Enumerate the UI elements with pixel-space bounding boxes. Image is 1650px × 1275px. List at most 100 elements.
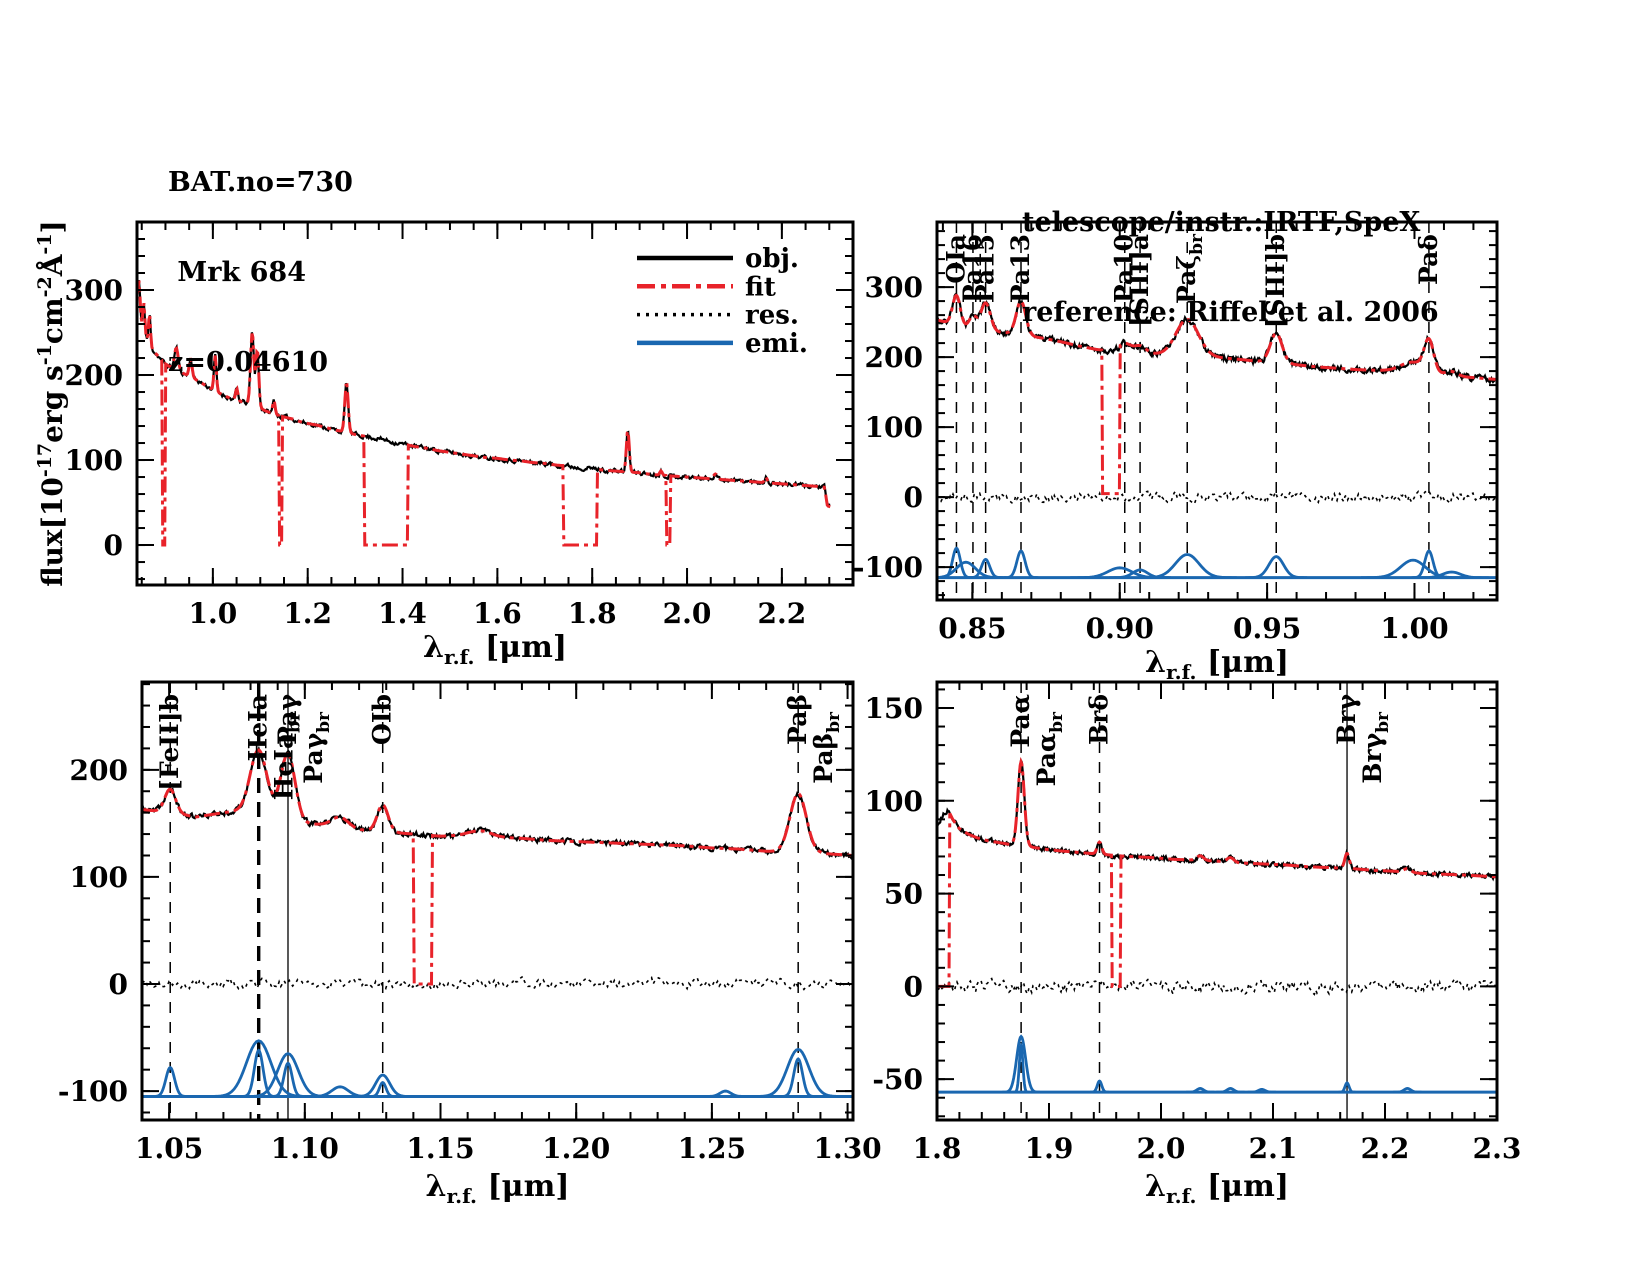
- line-label: Paαbr: [1032, 711, 1067, 786]
- emission-gaussian: [1361, 558, 1465, 579]
- x-tick-label: 2.1: [1249, 1132, 1298, 1165]
- line-label: HeIa: [244, 694, 273, 761]
- y-axis-label: flux[10-17erg s-1cm-2Å-1]: [34, 220, 69, 587]
- legend-label-emi: emi.: [745, 329, 808, 359]
- axis-frame: [935, 680, 1499, 1122]
- axis-frame: [135, 220, 855, 587]
- emission-gaussian: [1090, 1079, 1109, 1094]
- x-tick-label: 1.00: [1380, 612, 1448, 645]
- line-label: Paβ: [783, 694, 812, 745]
- y-tick-label: 300: [65, 274, 123, 307]
- emission-gaussian: [1003, 549, 1039, 579]
- emission-gaussian: [207, 1039, 310, 1098]
- curves-bottom-right: [937, 756, 1497, 1094]
- x-tick-label: 2.0: [1137, 1132, 1186, 1165]
- y-tick-label: 0: [109, 968, 128, 1001]
- line-label: OIb: [368, 694, 397, 745]
- legend-label-fit: fit: [745, 272, 776, 302]
- x-tick-label: 1.15: [406, 1132, 474, 1165]
- emission-gaussian: [1393, 1087, 1422, 1094]
- curves-top-right: [937, 291, 1497, 580]
- x-tick-label: 1.9: [1025, 1132, 1074, 1165]
- y-tick-label: -100: [58, 1075, 128, 1108]
- line-label: OIa: [941, 234, 970, 284]
- line-label: [FeII]b: [155, 694, 184, 791]
- emission-gaussian: [1013, 1042, 1029, 1094]
- line-label: Paγ: [273, 694, 302, 745]
- line-label: Pa16: [958, 234, 987, 303]
- line-label: HeIabr: [270, 711, 305, 800]
- y-tick-label: 0: [104, 529, 123, 562]
- line-label: Brδ: [1085, 694, 1114, 745]
- residual-curve: [142, 975, 853, 991]
- line-label: [SIII]a: [1125, 234, 1154, 327]
- x-axis-label: λr.f. [μm]: [425, 1169, 569, 1208]
- object-header: BAT.no=730 Mrk 684 z=0.04610: [168, 108, 353, 438]
- y-tick-label: 150: [865, 692, 923, 725]
- emission-gaussian: [1338, 1081, 1356, 1094]
- curves-bottom-left: [142, 745, 853, 1098]
- line-label: Pa10: [1110, 234, 1139, 303]
- observation-header: telescope/instr.:IRTF,SpeX reference: Ri…: [1022, 148, 1439, 388]
- x-tick-label: 1.30: [813, 1132, 881, 1165]
- line-label: Paγbr: [299, 711, 334, 784]
- curves-top-left: [137, 280, 831, 547]
- reference: reference: Riffel et al. 2006: [1022, 297, 1439, 328]
- emission-gaussian: [702, 1089, 749, 1098]
- panel-top-right: 0.85 0.90 0.95 1.00-1000100200300OIaPa16Pa1…: [853, 220, 1499, 684]
- y-tick-label: 0: [904, 970, 923, 1003]
- emission-gaussian: [1109, 568, 1172, 579]
- emission-gaussian: [270, 1061, 306, 1098]
- x-tick-label: 1.6: [473, 597, 522, 630]
- redshift: z=0.04610: [168, 347, 329, 378]
- emission-gaussian: [779, 1057, 817, 1098]
- x-tick-label: 0.95: [1233, 612, 1301, 645]
- x-tick-label: 2.2: [758, 597, 807, 630]
- y-tick-label: 200: [65, 359, 123, 392]
- legend-label-res: res.: [745, 301, 799, 331]
- line-label: Brγ: [1332, 694, 1361, 745]
- y-tick-label: 100: [865, 785, 923, 818]
- emission-gaussian: [1245, 555, 1308, 579]
- fit-curve: [937, 756, 1497, 988]
- line-label: Brγbr: [1358, 711, 1393, 784]
- line-label: Pa13: [1006, 234, 1035, 303]
- emission-gaussian: [968, 557, 1003, 579]
- line-label: Pa15: [971, 234, 1000, 303]
- x-axis-label: λr.f. [μm]: [1145, 645, 1289, 684]
- x-tick-label: 1.2: [283, 597, 332, 630]
- y-tick-label: 200: [865, 341, 923, 374]
- x-tick-label: 0.90: [1086, 612, 1154, 645]
- x-tick-label: 1.8: [913, 1132, 962, 1165]
- emission-gaussian: [369, 1081, 397, 1098]
- panel-bottom-left: 1.05 1.10 1.15 1.20 1.25 1.30 -100 0 100 200 [FeII…: [58, 680, 882, 1208]
- x-tick-label: 1.10: [271, 1132, 339, 1165]
- x-tick-label: 1.0: [189, 597, 238, 630]
- emission-gaussian: [937, 560, 1006, 579]
- bat-number: BAT.no=730: [168, 167, 353, 198]
- y-tick-label: -100: [853, 551, 923, 584]
- y-tick-label: 50: [884, 878, 923, 911]
- residual-curve: [937, 977, 1497, 997]
- object-name: Mrk 684: [168, 257, 306, 288]
- x-tick-label: 1.20: [542, 1132, 610, 1165]
- fit-curve: [142, 748, 853, 986]
- y-tick-label: 100: [70, 861, 128, 894]
- fit-curve: [137, 280, 831, 547]
- y-tick-label: 0: [904, 481, 923, 514]
- emission-gaussian: [1137, 553, 1237, 579]
- emission-gaussian: [752, 1047, 844, 1098]
- x-tick-label: 1.8: [568, 597, 617, 630]
- line-label: Paδ: [1414, 234, 1443, 285]
- line-label: Paζbr: [1172, 233, 1207, 304]
- emission-gaussian: [1414, 570, 1489, 579]
- x-tick-label: 2.0: [663, 597, 712, 630]
- obj-curve: [142, 745, 853, 860]
- emission-gaussian: [151, 1065, 189, 1098]
- x-axis-label: λr.f. [μm]: [423, 630, 567, 669]
- y-tick-label: 100: [865, 411, 923, 444]
- telescope-instrument: telescope/instr.:IRTF,SpeX: [1022, 207, 1421, 238]
